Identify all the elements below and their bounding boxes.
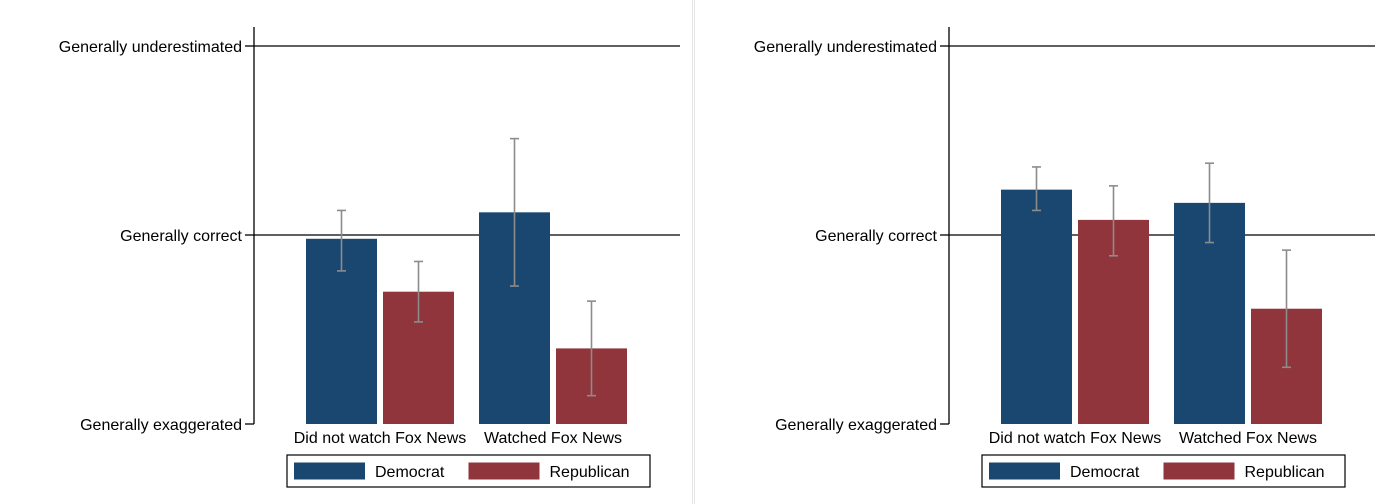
legend-label-republican: Republican: [1245, 464, 1325, 481]
y-tick-label-generally-correct: Generally correct: [815, 228, 937, 245]
y-tick-label-generally-exaggerated: Generally exaggerated: [775, 417, 937, 434]
bar-democrat-did-not-watch-fox-news: [1001, 189, 1072, 424]
legend-swatch-republican: [468, 462, 540, 480]
error-bar-republican-did-not-watch-fox-news: [414, 260, 423, 323]
legend-label-republican: Republican: [550, 464, 630, 481]
bars: Did not watch Fox News Watched Fox News: [294, 137, 627, 447]
legend-label-democrat: Democrat: [1070, 464, 1140, 481]
error-bar-democrat-did-not-watch-fox-news: [1032, 166, 1041, 212]
legend: Democrat Republican: [981, 454, 1346, 488]
legend-swatch-democrat: [989, 462, 1060, 480]
gridlines: [254, 45, 680, 236]
bar-chart-left: Generally exaggerated Generally correct Ge…: [59, 27, 680, 488]
legend-swatch-democrat: [294, 462, 365, 480]
y-tick-label-generally-exaggerated: Generally exaggerated: [80, 417, 242, 434]
bars: Did not watch Fox News Watched Fox News: [989, 162, 1322, 447]
error-bar-republican-watched-fox-news: [587, 300, 596, 397]
y-tick-label-generally-underestimated: Generally underestimated: [754, 39, 937, 56]
error-bar-republican-did-not-watch-fox-news: [1109, 185, 1118, 257]
error-bar-democrat-watched-fox-news: [510, 137, 519, 287]
error-bar-republican-watched-fox-news: [1282, 249, 1291, 369]
y-tick-label-generally-underestimated: Generally underestimated: [59, 39, 242, 56]
legend-swatch-republican: [1163, 462, 1235, 480]
error-bar-democrat-did-not-watch-fox-news: [337, 209, 346, 272]
chart-panel-left: Generally exaggerated Generally correct Ge…: [0, 0, 693, 504]
x-category-label-watched-fox-news: Watched Fox News: [1179, 430, 1317, 447]
legend-label-democrat: Democrat: [375, 464, 445, 481]
x-category-label-did-not-watch-fox-news: Did not watch Fox News: [294, 430, 467, 447]
x-category-label-did-not-watch-fox-news: Did not watch Fox News: [989, 430, 1162, 447]
error-bar-democrat-watched-fox-news: [1205, 162, 1214, 244]
y-tick-label-generally-correct: Generally correct: [120, 228, 242, 245]
legend: Democrat Republican: [286, 454, 651, 488]
y-ticks: Generally exaggerated Generally correct Ge…: [754, 39, 949, 434]
chart-panel-right: Generally exaggerated Generally correct Ge…: [694, 0, 1387, 504]
y-ticks: Generally exaggerated Generally correct Ge…: [59, 39, 254, 434]
bar-chart-right: Generally exaggerated Generally correct Ge…: [754, 27, 1375, 488]
x-category-label-watched-fox-news: Watched Fox News: [484, 430, 622, 447]
